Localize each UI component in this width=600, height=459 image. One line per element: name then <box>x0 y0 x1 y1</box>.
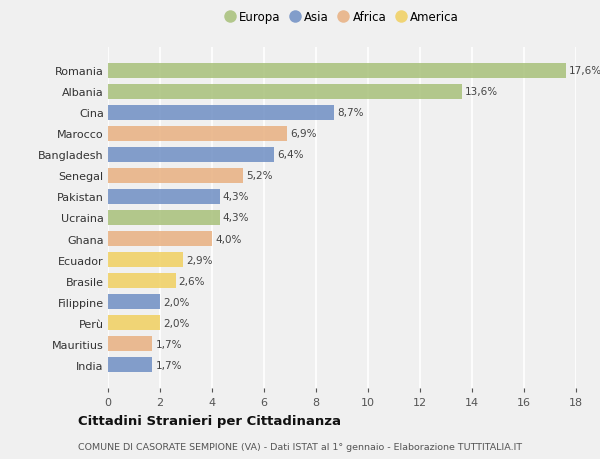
Text: 5,2%: 5,2% <box>247 171 273 181</box>
Text: 8,7%: 8,7% <box>337 108 364 118</box>
Text: 1,7%: 1,7% <box>155 339 182 349</box>
Bar <box>108 295 160 309</box>
Text: Cittadini Stranieri per Cittadinanza: Cittadini Stranieri per Cittadinanza <box>78 414 341 428</box>
Bar <box>108 127 287 141</box>
Text: 4,3%: 4,3% <box>223 192 250 202</box>
Text: 6,4%: 6,4% <box>278 150 304 160</box>
Bar <box>108 232 212 246</box>
Text: 1,7%: 1,7% <box>155 360 182 370</box>
Bar <box>108 190 220 204</box>
Text: COMUNE DI CASORATE SEMPIONE (VA) - Dati ISTAT al 1° gennaio - Elaborazione TUTTI: COMUNE DI CASORATE SEMPIONE (VA) - Dati … <box>78 442 522 451</box>
Bar <box>108 211 220 225</box>
Text: 2,9%: 2,9% <box>187 255 213 265</box>
Text: 2,0%: 2,0% <box>163 318 190 328</box>
Bar <box>108 64 566 78</box>
Text: 4,3%: 4,3% <box>223 213 250 223</box>
Bar <box>108 316 160 330</box>
Bar <box>108 358 152 372</box>
Text: 13,6%: 13,6% <box>465 87 498 97</box>
Bar <box>108 253 184 268</box>
Bar <box>108 168 243 183</box>
Bar <box>108 84 461 99</box>
Bar <box>108 106 334 120</box>
Text: 2,0%: 2,0% <box>163 297 190 307</box>
Bar <box>108 274 176 288</box>
Bar <box>108 337 152 352</box>
Text: 17,6%: 17,6% <box>569 66 600 76</box>
Bar <box>108 148 274 162</box>
Legend: Europa, Asia, Africa, America: Europa, Asia, Africa, America <box>220 6 464 29</box>
Text: 2,6%: 2,6% <box>179 276 205 286</box>
Text: 4,0%: 4,0% <box>215 234 241 244</box>
Text: 6,9%: 6,9% <box>290 129 317 139</box>
